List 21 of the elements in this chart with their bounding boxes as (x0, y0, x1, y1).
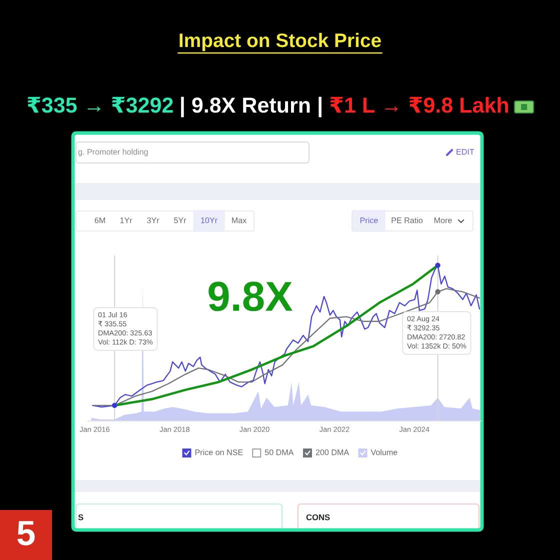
text: Price (360, 217, 378, 224)
chart-subtitle: ₹335 → ₹3292 | 9.8X Return | ₹1 L → ₹9.8 Lakh (28, 96, 508, 118)
text: S (78, 514, 84, 520)
legend-label: 200 DMA (316, 449, 350, 456)
text: 5Yr (174, 218, 186, 224)
text: g. Promoter holding (78, 148, 148, 156)
text: 10Yr (201, 217, 218, 224)
text: Max (232, 218, 247, 224)
legend-label: 50 DMA (264, 449, 294, 456)
text: More (434, 218, 452, 224)
legend-label: Price on NSE (195, 449, 243, 456)
text: EDIT (456, 149, 474, 155)
text: 6M (94, 217, 105, 224)
legend-label: Volume (370, 449, 398, 456)
text: CONS (306, 514, 330, 520)
text: 3Yr (147, 217, 160, 224)
chart-title: Impact on Stock Price (180, 32, 381, 52)
text: 5 (17, 521, 35, 546)
text: PE Ratio (392, 217, 423, 224)
annotation: 9.8X (208, 282, 292, 312)
text: 1Yr (120, 218, 132, 224)
